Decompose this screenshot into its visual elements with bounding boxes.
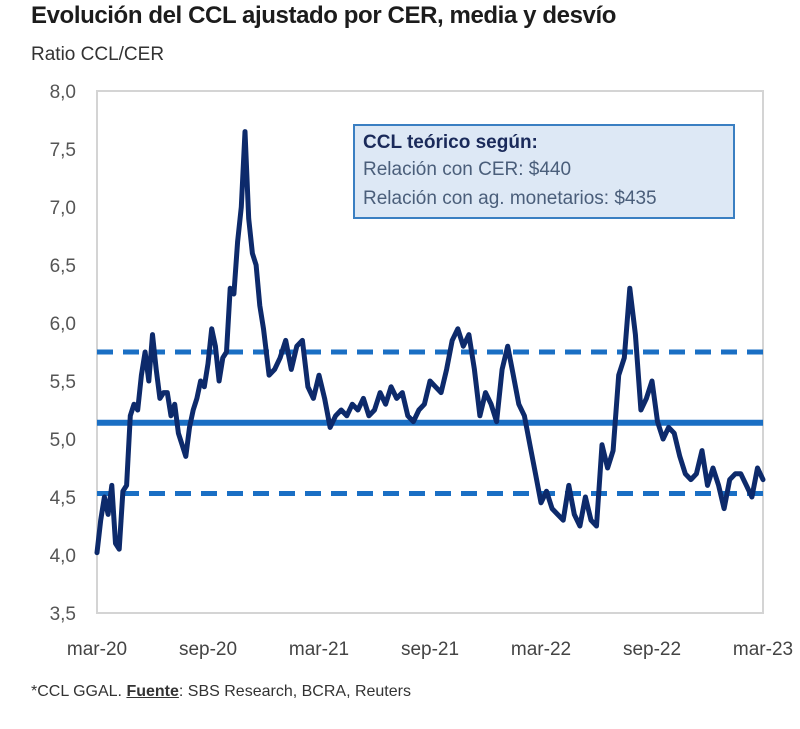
y-tick-label: 5,5: [50, 372, 76, 393]
chart-title: Evolución del CCL ajustado por CER, medi…: [31, 2, 617, 29]
x-tick-label: mar-20: [67, 639, 127, 660]
x-tick-label: sep-20: [179, 639, 237, 660]
x-tick-label: mar-22: [511, 639, 571, 660]
y-tick-label: 3,5: [50, 604, 76, 625]
y-tick-label: 7,5: [50, 140, 76, 161]
chart-subtitle: Ratio CCL/CER: [31, 44, 165, 65]
x-tick-label: sep-22: [623, 639, 681, 660]
x-tick-label: mar-23: [733, 639, 793, 660]
callout-heading: CCL teórico según:: [363, 132, 538, 153]
y-tick-label: 6,0: [50, 314, 76, 335]
y-axis-ticks: 3,5 4,0 4,5 5,0 5,5 6,0 6,5 7,0 7,5 8,0: [50, 82, 76, 625]
footer-note: *CCL GGAL. Fuente: SBS Research, BCRA, R…: [31, 683, 411, 701]
reference-lines: [97, 349, 763, 497]
footer-source-label: Fuente: [126, 683, 179, 700]
callout-line-monetarios: Relación con ag. monetarios: $435: [363, 188, 657, 209]
x-axis-ticks: mar-20 sep-20 mar-21 sep-21 mar-22 sep-22 mar-…: [67, 639, 793, 660]
y-tick-label: 4,5: [50, 488, 76, 509]
callout-line-cer: Relación con CER: $440: [363, 159, 572, 180]
series-line-ccl-cer: [94, 129, 766, 556]
y-tick-label: 6,5: [50, 256, 76, 277]
footer-prefix: *CCL GGAL.: [31, 683, 127, 700]
footer-source-text: : SBS Research, BCRA, Reuters: [178, 683, 411, 700]
x-tick-label: sep-21: [401, 639, 459, 660]
y-tick-label: 5,0: [50, 430, 76, 451]
y-tick-label: 4,0: [50, 546, 76, 567]
callout-box: CCL teórico según: Relación con CER: $44…: [353, 124, 735, 219]
y-tick-label: 8,0: [50, 82, 76, 103]
y-tick-label: 7,0: [50, 198, 76, 219]
x-tick-label: mar-21: [289, 639, 349, 660]
